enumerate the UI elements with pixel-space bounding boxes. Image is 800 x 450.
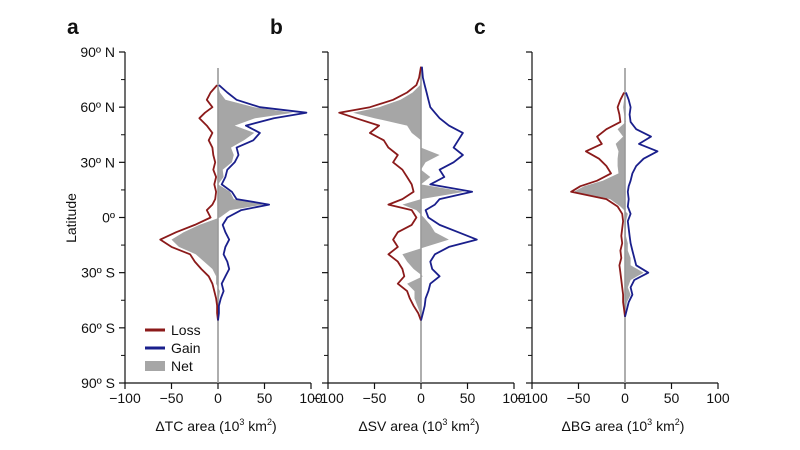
legend-label-loss: Loss (171, 322, 201, 338)
x-tick-label: 50 (664, 390, 680, 406)
x-tick-label: −50 (363, 390, 387, 406)
panel-b: b −100 −50 0 50 100 ΔSV area (103 km2) (270, 16, 526, 434)
y-axis-label: Latitude (63, 193, 79, 243)
net-area-a (171, 85, 294, 321)
x-tick-label: −100 (312, 390, 344, 406)
x-tick-label: 50 (257, 390, 273, 406)
x-tick-label: −50 (160, 390, 184, 406)
gain-line-c (624, 92, 659, 318)
x-tick-label: −100 (516, 390, 548, 406)
legend-label-net: Net (171, 358, 193, 374)
x-tick-label: 50 (460, 390, 476, 406)
net-area-c (573, 92, 644, 317)
x-tick-label: 0 (621, 390, 629, 406)
y-tick-label: 60º N (80, 99, 115, 115)
y-tick-label: 60º S (81, 320, 115, 336)
x-axis-label-a: ΔTC area (103 km2) (155, 417, 276, 434)
x-tick-label: 100 (502, 390, 526, 406)
loss-line-b (338, 66, 422, 321)
panel-letter-a: a (67, 16, 79, 39)
x-tick-label: −50 (567, 390, 591, 406)
net-area-b (353, 66, 465, 321)
y-tick-label: 30º S (81, 265, 115, 281)
panel-c: c −100 −50 0 50 100 ΔBG area (103 km2) (474, 16, 730, 434)
panel-letter-c: c (474, 16, 486, 39)
legend-swatch-net (145, 361, 165, 371)
loss-line-a (159, 84, 219, 321)
y-tick-label: 90º N (80, 44, 115, 60)
y-tick-label: 30º N (80, 154, 115, 170)
y-tick-label: 90º S (81, 375, 115, 391)
x-tick-label: 0 (417, 390, 425, 406)
legend: Loss Gain Net (145, 322, 201, 374)
x-axis-label-b: ΔSV area (103 km2) (358, 417, 479, 434)
legend-label-gain: Gain (171, 340, 201, 356)
panel-letter-b: b (270, 16, 283, 39)
x-tick-label: 100 (299, 390, 323, 406)
x-tick-label: 100 (706, 390, 730, 406)
gain-line-a (217, 84, 308, 321)
y-tick-label: 0º (102, 210, 115, 226)
gain-line-b (420, 66, 478, 321)
x-tick-label: −100 (109, 390, 141, 406)
x-axis-label-c: ΔBG area (103 km2) (562, 417, 685, 434)
loss-line-c (570, 92, 626, 317)
x-tick-label: 0 (214, 390, 222, 406)
